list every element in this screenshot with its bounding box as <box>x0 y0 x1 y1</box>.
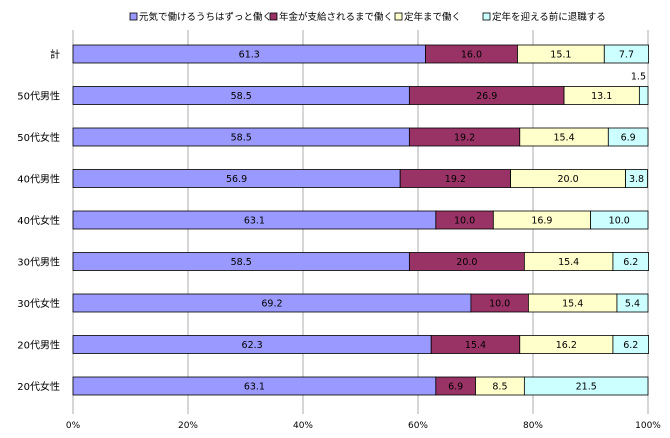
legend-swatch <box>482 12 491 21</box>
data-label: 20.0 <box>557 174 578 185</box>
legend-item-label: 元気で働けるうちはずっと働く <box>139 11 272 23</box>
legend: 元気で働けるうちはずっと働く 年金が支給されるまで働く 定年まで働く 定年を迎える前に… <box>129 11 606 23</box>
category-label: 30代女性 <box>17 297 60 310</box>
category-label: 40代男性 <box>17 173 60 186</box>
data-label: 19.2 <box>445 174 466 185</box>
x-tick-label: 100% <box>635 421 661 431</box>
data-label: 6.9 <box>621 133 636 144</box>
bar-segment <box>616 293 649 313</box>
bar-segment <box>612 252 649 271</box>
data-label: 15.1 <box>550 50 571 61</box>
category-label: 30代男性 <box>17 256 60 269</box>
legend-item-label: 年金が支給されるまで働く <box>279 11 393 23</box>
data-label: 16.2 <box>556 340 577 351</box>
bar-segment <box>612 335 649 354</box>
category-label: 計 <box>50 48 60 61</box>
data-label: 1.5 <box>631 72 646 83</box>
bar-segment <box>638 86 649 105</box>
category-label: 40代女性 <box>17 214 60 227</box>
data-label: 3.8 <box>629 174 644 185</box>
data-label: 21.5 <box>576 382 597 393</box>
data-label: 15.4 <box>558 257 579 268</box>
data-label: 6.2 <box>623 340 638 351</box>
data-label: 10.0 <box>609 216 630 227</box>
category-label: 20代女性 <box>17 380 60 393</box>
category-label: 20代男性 <box>17 339 60 352</box>
data-label: 7.7 <box>619 50 634 61</box>
category-label: 50代女性 <box>17 131 60 144</box>
x-tick-label: 40% <box>293 421 313 431</box>
data-label: 19.2 <box>454 133 475 144</box>
data-label: 10.0 <box>454 216 475 227</box>
data-label: 61.3 <box>239 50 260 61</box>
x-axis-ticks: 0% 20% 40% 60% 80% 100% <box>66 421 661 431</box>
data-label: 15.4 <box>553 133 574 144</box>
legend-swatch <box>269 12 278 21</box>
x-tick-label: 60% <box>408 421 428 431</box>
data-label: 15.4 <box>562 299 583 310</box>
data-label: 6.9 <box>448 382 463 393</box>
bar-segment <box>603 44 649 64</box>
data-label: 10.0 <box>489 299 510 310</box>
data-label: 69.2 <box>261 299 282 310</box>
category-label: 50代男性 <box>17 90 60 103</box>
bar-segment <box>607 127 649 147</box>
data-label: 8.5 <box>492 382 507 393</box>
data-label: 5.4 <box>625 299 640 310</box>
x-tick-label: 0% <box>66 421 81 431</box>
data-label: 6.2 <box>623 257 638 268</box>
x-tick-label: 80% <box>523 421 543 431</box>
data-label: 16.9 <box>531 216 552 227</box>
x-tick-label: 20% <box>178 421 198 431</box>
legend-swatch <box>129 12 138 21</box>
data-label: 58.5 <box>231 91 252 102</box>
data-label: 20.0 <box>456 257 477 268</box>
bar-segment <box>523 376 649 396</box>
legend-swatch <box>394 12 403 21</box>
data-label: 26.9 <box>476 91 497 102</box>
bar-segment <box>625 169 648 188</box>
legend-item-label: 定年まで働く <box>404 11 461 23</box>
data-label: 15.4 <box>465 340 486 351</box>
legend-item-label: 定年を迎える前に退職する <box>492 11 606 23</box>
data-label: 63.1 <box>244 382 265 393</box>
data-label: 63.1 <box>244 216 265 227</box>
bars: 61.3 16.0 15.1 7.7 58.5 26.9 13.1 1.5 58.5 19.2 15… <box>72 44 649 396</box>
data-label: 16.0 <box>461 50 482 61</box>
data-label: 58.5 <box>231 133 252 144</box>
data-label: 56.9 <box>226 174 247 185</box>
bar-segment <box>590 210 649 230</box>
data-label: 62.3 <box>242 340 263 351</box>
data-label: 58.5 <box>231 257 252 268</box>
data-label: 13.1 <box>591 91 612 102</box>
